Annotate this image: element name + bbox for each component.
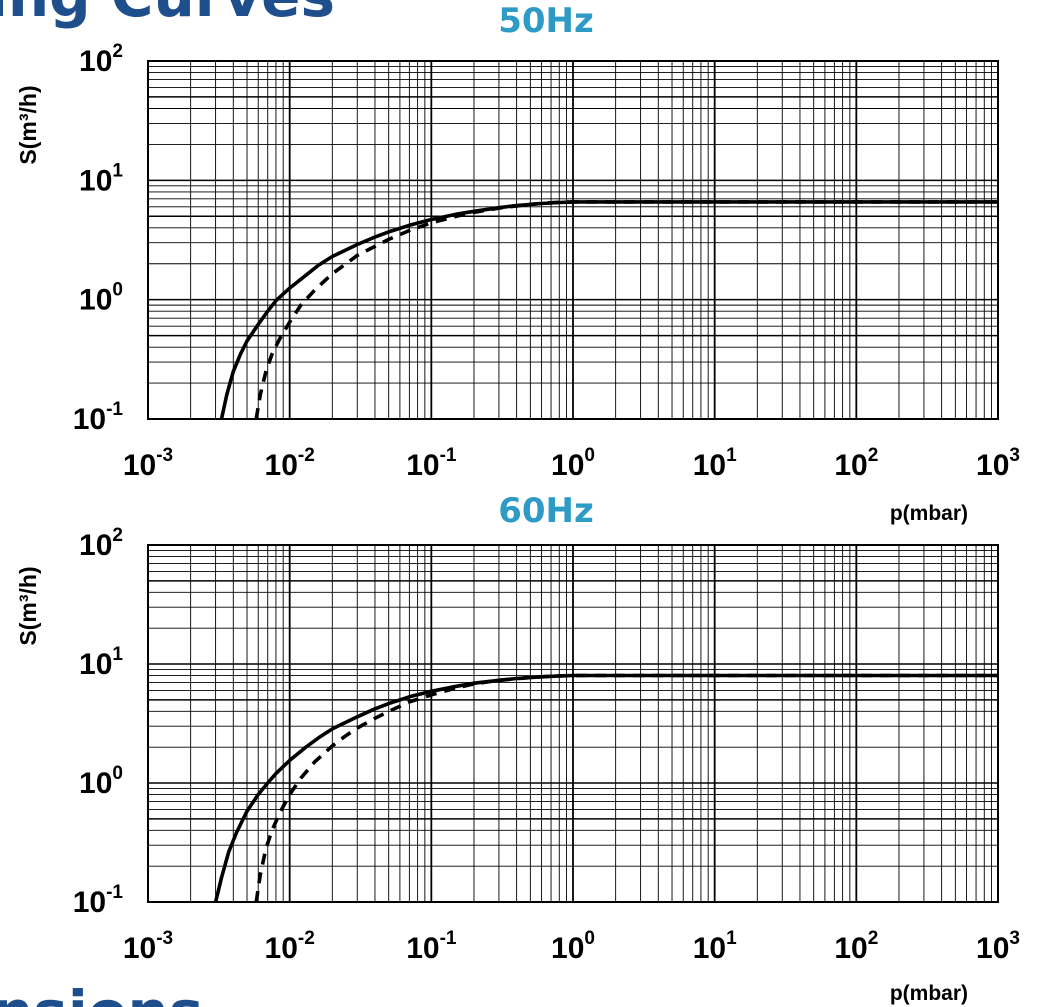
x-tick-label: 10-1 <box>406 928 457 965</box>
x-tick-label: 101 <box>693 445 737 482</box>
page-heading-fragment-bottom: nsions <box>0 978 203 1007</box>
chart-60hz: 10-3 10-2 10-1 100 101 102 103 10-1 100 101 102 60H… <box>15 491 1020 1005</box>
x-tick-label: 10-3 <box>123 928 173 965</box>
y-tick-label: 102 <box>79 525 123 562</box>
grid <box>147 545 998 903</box>
y-tick-label: 100 <box>79 280 123 317</box>
y-tick-label: 102 <box>79 41 123 78</box>
x-tick-label: 100 <box>551 928 595 965</box>
y-tick-label: 101 <box>79 160 123 197</box>
chart-title: 60Hz <box>498 491 594 531</box>
y-tick-label: 10-1 <box>73 882 124 919</box>
chart-title: 50Hz <box>498 1 594 41</box>
chart-50hz: 10-3 10-2 10-1 100 101 102 103 10-1 100 101 102 50H… <box>15 1 1020 525</box>
grid <box>147 61 998 420</box>
x-tick-label: 10-3 <box>123 445 173 482</box>
x-axis-label: p(mbar) <box>890 982 968 1005</box>
series-line-solid <box>213 673 998 903</box>
x-tick-label: 103 <box>976 445 1020 482</box>
series-line-dashed <box>254 200 998 420</box>
y-axis-label: S(m³/h) <box>15 85 41 164</box>
y-axis-label: S(m³/h) <box>15 566 41 645</box>
x-tick-label: 103 <box>976 928 1020 965</box>
y-tick-label: 101 <box>79 644 123 681</box>
x-axis-label: p(mbar) <box>890 502 968 525</box>
x-tick-label: 102 <box>834 445 878 482</box>
x-tick-label: 10-2 <box>265 928 315 965</box>
page-heading-fragment-top: ing Curves <box>0 0 335 30</box>
x-tick-label: 10-2 <box>265 445 315 482</box>
plot-frame <box>147 60 999 420</box>
x-tick-label: 10-1 <box>406 445 457 482</box>
x-tick-label: 100 <box>551 445 595 482</box>
y-tick-label: 100 <box>79 763 123 800</box>
y-tick-label: 10-1 <box>73 399 124 436</box>
series-line-dashed <box>254 673 998 903</box>
x-tick-label: 101 <box>693 928 737 965</box>
plot-frame <box>147 544 999 903</box>
x-tick-label: 102 <box>834 928 878 965</box>
